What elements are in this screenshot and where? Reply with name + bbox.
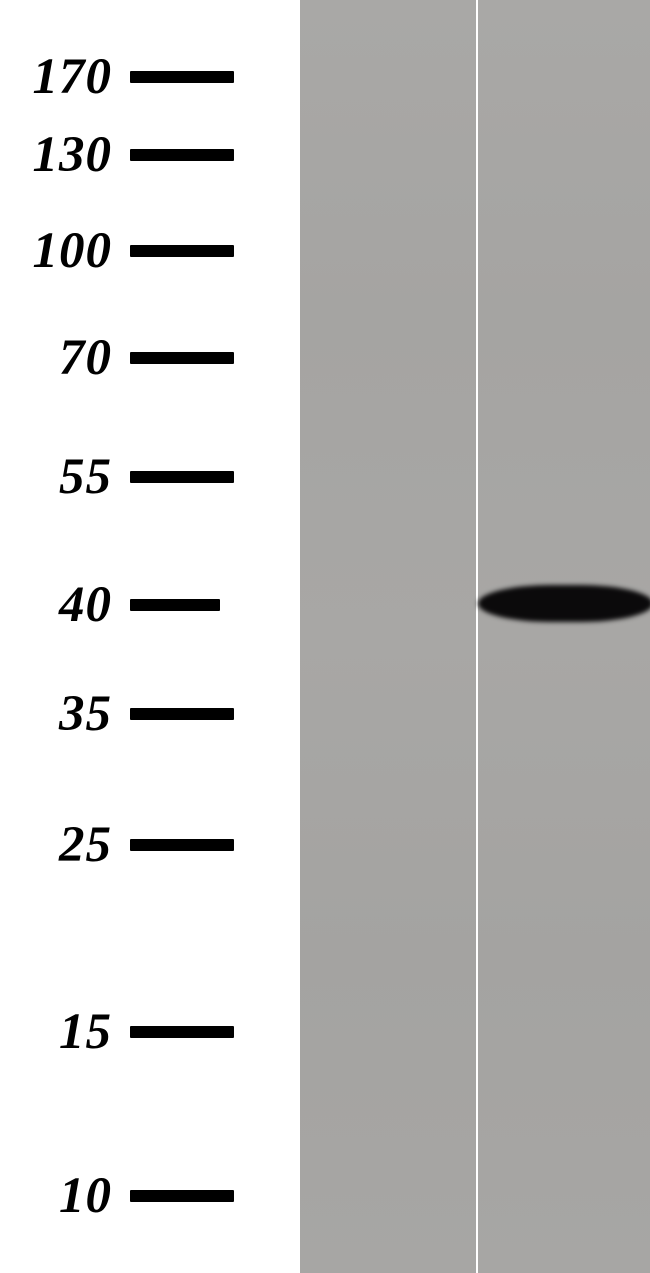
ladder-marker-label: 35 (0, 689, 130, 740)
ladder-marker-label: 170 (0, 52, 130, 103)
ladder-marker: 70 (0, 333, 300, 384)
molecular-weight-ladder: 170 130 100 70 55 40 35 25 15 10 (0, 0, 300, 1273)
western-blot-figure: 170 130 100 70 55 40 35 25 15 10 (0, 0, 650, 1273)
ladder-marker: 35 (0, 689, 300, 740)
ladder-marker: 40 (0, 580, 300, 631)
ladder-marker: 55 (0, 452, 300, 503)
ladder-marker-tick (130, 599, 220, 611)
ladder-marker-label: 15 (0, 1007, 130, 1058)
ladder-marker-label: 70 (0, 333, 130, 384)
ladder-marker: 130 (0, 130, 300, 181)
ladder-marker-tick (130, 71, 234, 83)
ladder-marker-label: 55 (0, 452, 130, 503)
ladder-marker-label: 25 (0, 820, 130, 871)
ladder-marker: 170 (0, 52, 300, 103)
ladder-marker-tick (130, 1190, 234, 1202)
ladder-marker-tick (130, 245, 234, 257)
gel-membrane (300, 0, 650, 1273)
ladder-marker: 10 (0, 1171, 300, 1222)
ladder-marker-label: 10 (0, 1171, 130, 1222)
ladder-marker-tick (130, 708, 234, 720)
protein-band (478, 585, 650, 622)
ladder-marker: 25 (0, 820, 300, 871)
ladder-marker-tick (130, 839, 234, 851)
ladder-marker: 15 (0, 1007, 300, 1058)
ladder-marker-tick (130, 1026, 234, 1038)
ladder-marker: 100 (0, 226, 300, 277)
lane-divider (476, 0, 478, 1273)
ladder-marker-tick (130, 149, 234, 161)
ladder-marker-label: 100 (0, 226, 130, 277)
ladder-marker-label: 130 (0, 130, 130, 181)
ladder-marker-tick (130, 471, 234, 483)
ladder-marker-label: 40 (0, 580, 130, 631)
ladder-marker-tick (130, 352, 234, 364)
